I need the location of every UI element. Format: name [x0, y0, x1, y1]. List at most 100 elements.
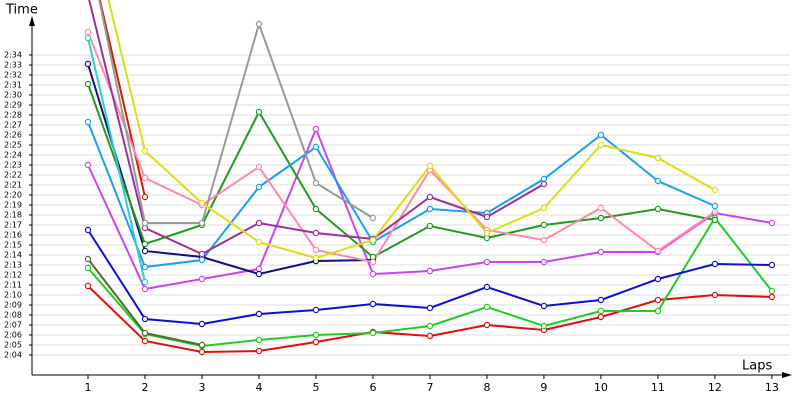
x-arrow: [782, 372, 792, 378]
y-tick-label: 2:26: [4, 131, 22, 140]
point: [768, 287, 776, 295]
point: [426, 332, 434, 340]
point: [255, 347, 263, 355]
y-tick-label: 2:15: [4, 241, 22, 250]
point: [426, 304, 434, 312]
point: [483, 213, 491, 221]
y-tick-label: 2:05: [4, 341, 22, 350]
point: [654, 154, 662, 162]
y-arrow: [29, 16, 35, 26]
point: [483, 258, 491, 266]
x-tick-label: 8: [483, 381, 490, 394]
y-tick-label: 2:07: [4, 321, 22, 330]
point: [141, 285, 149, 293]
point: [198, 275, 206, 283]
y-tick-label: 2:10: [4, 291, 22, 300]
point: [540, 221, 548, 229]
point: [312, 338, 320, 346]
point: [255, 270, 263, 278]
point: [255, 163, 263, 171]
point: [426, 162, 434, 170]
point: [597, 204, 605, 212]
point: [141, 263, 149, 271]
point: [540, 258, 548, 266]
point: [597, 141, 605, 149]
point: [84, 255, 92, 263]
point: [369, 258, 377, 266]
point: [141, 240, 149, 248]
y-tick-label: 2:14: [4, 251, 22, 260]
point: [711, 291, 719, 299]
point: [84, 60, 92, 68]
y-tick-label: 2:33: [4, 61, 22, 70]
point: [654, 205, 662, 213]
point: [597, 296, 605, 304]
point: [141, 329, 149, 337]
point: [84, 118, 92, 126]
y-tick-label: 2:34: [4, 51, 22, 60]
y-tick-label: 2:31: [4, 81, 22, 90]
y-tick-label: 2:17: [4, 221, 22, 230]
point: [84, 28, 92, 36]
point: [255, 238, 263, 246]
point: [540, 322, 548, 330]
point: [597, 248, 605, 256]
point: [426, 322, 434, 330]
point: [141, 278, 149, 286]
point: [597, 313, 605, 321]
point: [141, 247, 149, 255]
point: [426, 267, 434, 275]
series-line: [87, 83, 716, 259]
point: [768, 219, 776, 227]
point: [84, 161, 92, 169]
x-tick-label: 3: [198, 381, 205, 394]
point: [768, 261, 776, 269]
point: [198, 219, 206, 227]
y-tick-label: 2:16: [4, 231, 22, 240]
point: [483, 283, 491, 291]
point: [312, 306, 320, 314]
point: [711, 186, 719, 194]
x-tick-label: 1: [84, 381, 91, 394]
x-tick-label: 4: [255, 381, 262, 394]
x-tick-label: 6: [369, 381, 376, 394]
y-axis-label: Time: [5, 3, 38, 18]
point: [483, 321, 491, 329]
y-tick-label: 2:20: [4, 191, 22, 200]
series-line: [98, 0, 374, 224]
point: [597, 214, 605, 222]
y-tick-label: 2:19: [4, 201, 22, 210]
point: [426, 205, 434, 213]
y-tick-label: 2:22: [4, 171, 22, 180]
point: [711, 216, 719, 224]
x-tick-label: 2: [141, 381, 148, 394]
point: [84, 34, 92, 42]
point: [141, 174, 149, 182]
point: [369, 236, 377, 244]
point: [255, 219, 263, 227]
series-line: [107, 0, 716, 260]
y-tick-label: 2:23: [4, 161, 22, 170]
point: [540, 302, 548, 310]
point: [255, 336, 263, 344]
y-tick-label: 2:29: [4, 101, 22, 110]
point: [312, 229, 320, 237]
point: [369, 300, 377, 308]
x-tick-label: 7: [426, 381, 433, 394]
point: [312, 254, 320, 262]
point: [255, 20, 263, 28]
point: [711, 202, 719, 210]
y-tick-label: 2:12: [4, 271, 22, 280]
point: [483, 229, 491, 237]
point: [198, 250, 206, 258]
point: [255, 183, 263, 191]
point: [369, 214, 377, 222]
point: [141, 315, 149, 323]
series-line: [87, 37, 146, 283]
point: [312, 125, 320, 133]
y-tick-label: 2:28: [4, 111, 22, 120]
point: [84, 282, 92, 290]
